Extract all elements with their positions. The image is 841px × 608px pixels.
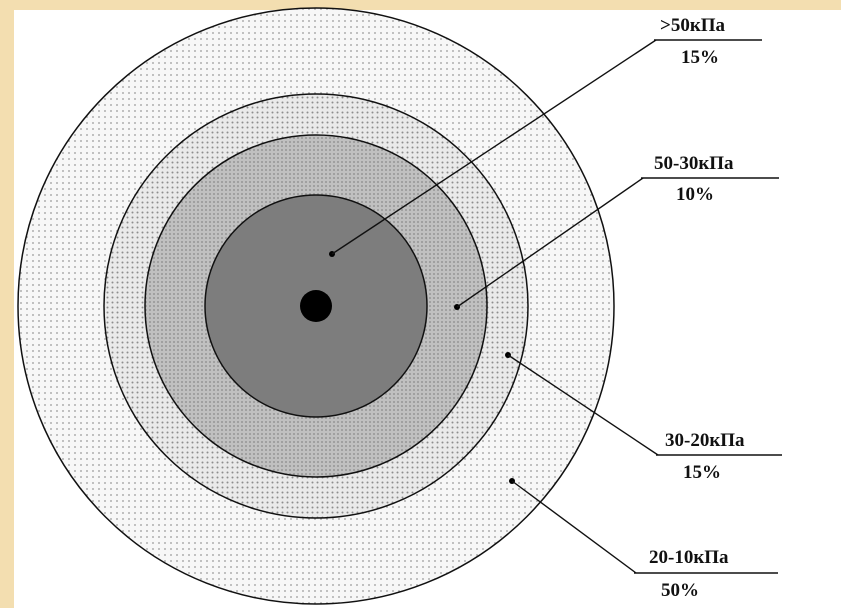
leader-line-core — [331, 39, 657, 255]
zone-1-pressure-label: >50кПа — [660, 15, 726, 36]
zone-2-pressure-label: 50-30кПа — [654, 153, 734, 174]
leader-line-inner — [456, 177, 644, 308]
zone-3-pressure-label: 30-20кПа — [665, 430, 745, 451]
zone-2-percent-label: 10% — [676, 184, 714, 205]
zone-3-percent-label: 15% — [683, 462, 721, 483]
zone-4-percent-label: 50% — [661, 580, 699, 601]
zone-1-percent-label: 15% — [681, 47, 719, 68]
center-dot — [300, 290, 332, 322]
leader-line-outer — [511, 480, 637, 574]
leader-line-middle — [507, 354, 659, 456]
zone-4-pressure-label: 20-10кПа — [649, 547, 729, 568]
